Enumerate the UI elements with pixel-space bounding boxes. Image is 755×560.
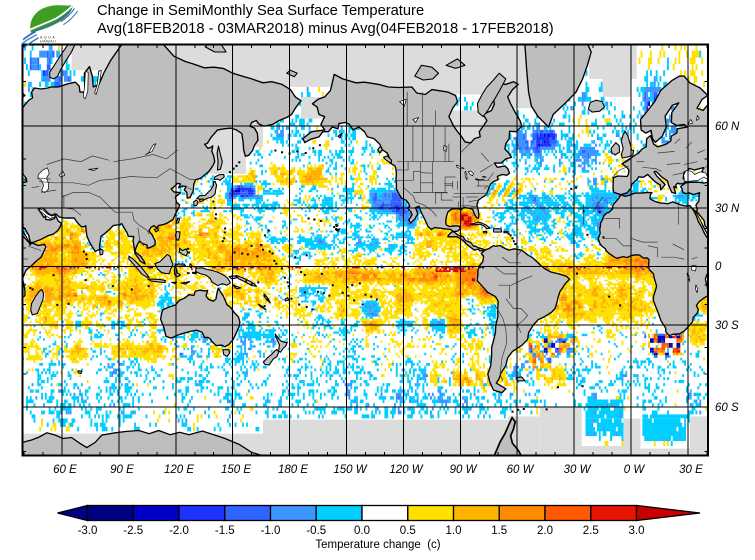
svg-text:60 E: 60 E	[53, 464, 77, 476]
svg-text:3.0: 3.0	[629, 525, 645, 537]
svg-text:HAWAII: HAWAII	[40, 40, 56, 44]
svg-text:150 E: 150 E	[221, 464, 251, 476]
svg-text:2.0: 2.0	[537, 525, 553, 537]
svg-text:150 W: 150 W	[333, 464, 367, 476]
svg-text:Avg(18FEB2018 - 03MAR2018) min: Avg(18FEB2018 - 03MAR2018) minus Avg(04F…	[97, 21, 554, 37]
svg-text:0: 0	[715, 261, 722, 273]
svg-text:0 W: 0 W	[624, 464, 646, 476]
svg-text:30 E: 30 E	[679, 464, 703, 476]
svg-text:30 S: 30 S	[715, 320, 739, 332]
svg-text:60 S: 60 S	[715, 402, 739, 414]
svg-text:-1.0: -1.0	[261, 525, 281, 537]
svg-text:90 E: 90 E	[110, 464, 134, 476]
svg-text:120 E: 120 E	[164, 464, 194, 476]
svg-text:Change in SemiMonthly Sea Surf: Change in SemiMonthly Sea Surface Temper…	[97, 3, 424, 19]
svg-text:-2.5: -2.5	[123, 525, 143, 537]
svg-text:-0.5: -0.5	[306, 525, 326, 537]
svg-text:-3.0: -3.0	[78, 525, 98, 537]
svg-text:0.5: 0.5	[400, 525, 416, 537]
svg-text:Temperature change (c): Temperature change (c)	[315, 539, 440, 551]
svg-text:90 W: 90 W	[450, 464, 478, 476]
svg-text:0.0: 0.0	[354, 525, 370, 537]
svg-text:-2.0: -2.0	[169, 525, 189, 537]
svg-text:AQUA: AQUA	[40, 35, 56, 39]
svg-text:120 W: 120 W	[389, 464, 423, 476]
svg-text:30 W: 30 W	[564, 464, 592, 476]
svg-text:2.5: 2.5	[583, 525, 599, 537]
svg-text:60 W: 60 W	[507, 464, 535, 476]
svg-text:1.0: 1.0	[446, 525, 462, 537]
svg-text:30 N: 30 N	[715, 203, 740, 215]
svg-text:60 N: 60 N	[715, 121, 740, 133]
svg-text:180 E: 180 E	[278, 464, 308, 476]
svg-text:1.5: 1.5	[491, 525, 507, 537]
svg-text:-1.5: -1.5	[215, 525, 235, 537]
